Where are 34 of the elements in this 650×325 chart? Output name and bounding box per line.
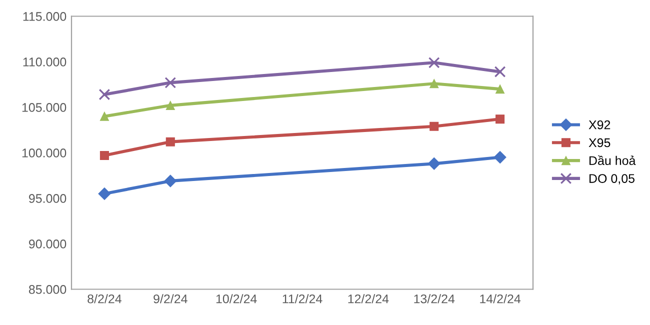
y-tick-label: 100.000 <box>22 148 66 158</box>
y-tick-label: 85.000 <box>28 285 66 294</box>
point <box>164 174 177 188</box>
x-tick-label: 10/2/24 <box>216 294 257 304</box>
y-tick-label: 105.000 <box>22 103 66 112</box>
point <box>166 137 175 146</box>
x-tick-label: 12/2/24 <box>348 294 389 304</box>
y-tick-label: 95.000 <box>28 194 66 203</box>
x-tick-label: 14/2/24 <box>480 294 521 304</box>
point <box>100 150 109 160</box>
point <box>428 56 440 68</box>
x-tick-label: 11/2/24 <box>282 294 322 304</box>
y-tick-label: 115.000 <box>23 12 66 21</box>
legend-label: DO 0,05 <box>590 174 635 184</box>
x-tick-label: 9/2/24 <box>154 294 188 304</box>
point <box>164 76 176 88</box>
legend-label: X95 <box>588 138 610 148</box>
point <box>430 79 439 88</box>
y-tick-label: 90.000 <box>28 240 66 248</box>
point <box>494 151 506 164</box>
point <box>428 157 440 170</box>
legend-label: Dầu hoả <box>590 155 636 166</box>
point <box>100 112 109 121</box>
point <box>98 88 110 100</box>
point <box>98 187 111 200</box>
x-tick-label: 8/2/24 <box>88 294 122 304</box>
y-tick-label: 110.000 <box>23 58 66 66</box>
point <box>496 114 505 124</box>
point <box>494 66 506 78</box>
x-tick-label: 13/2/24 <box>414 294 455 304</box>
point <box>166 100 175 110</box>
legend-label: X92 <box>588 120 610 130</box>
point <box>430 122 439 131</box>
point <box>496 84 505 94</box>
